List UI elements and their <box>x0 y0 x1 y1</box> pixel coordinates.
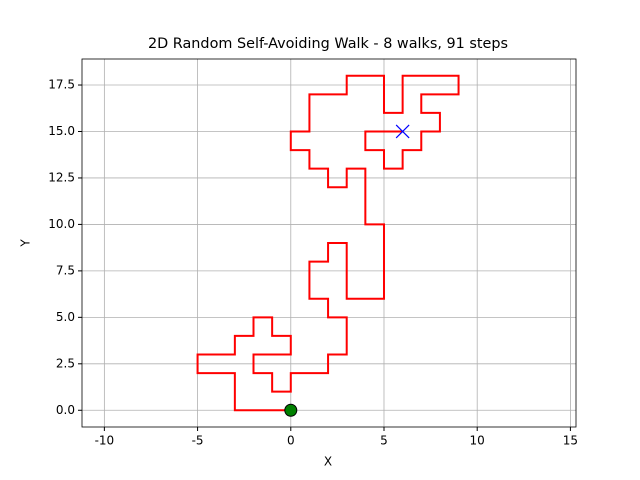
y-axis-label: Y <box>19 239 33 248</box>
end-marker <box>395 124 410 139</box>
y-tick-label: 2.5 <box>56 356 75 370</box>
x-tick-label: -10 <box>95 434 115 448</box>
walk-path <box>196 74 460 412</box>
y-tick-label: 0.0 <box>56 403 75 417</box>
y-tick-label: 7.5 <box>56 263 75 277</box>
x-tick-label: 5 <box>380 434 388 448</box>
x-tick-label: 15 <box>563 434 578 448</box>
plot-frame <box>81 58 577 428</box>
x-tick-label: 10 <box>470 434 485 448</box>
x-axis-label: X <box>324 455 332 469</box>
y-tick-label: 15.0 <box>48 124 75 138</box>
x-tick-label: 0 <box>287 434 295 448</box>
chart-title: 2D Random Self-Avoiding Walk - 8 walks, … <box>148 36 508 52</box>
y-tick-label: 5.0 <box>56 310 75 324</box>
y-tick-label: 17.5 <box>48 78 75 92</box>
y-tick-label: 10.0 <box>48 217 75 231</box>
x-tick-label: -5 <box>192 434 204 448</box>
start-marker <box>284 403 298 417</box>
y-tick-label: 12.5 <box>48 170 75 184</box>
